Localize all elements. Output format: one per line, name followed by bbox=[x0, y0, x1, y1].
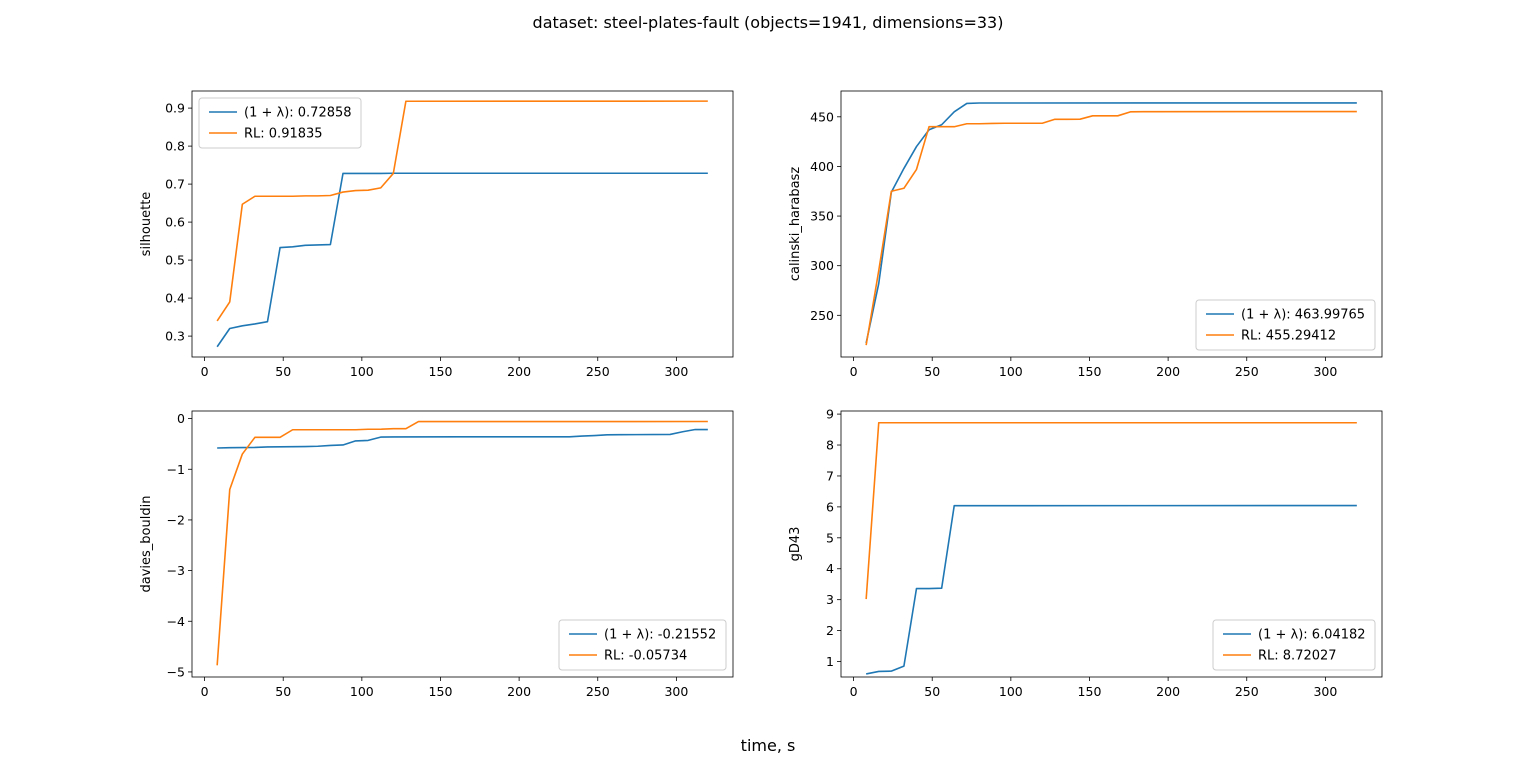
y-tick-label: 250 bbox=[810, 308, 834, 323]
y-tick-label: 0.7 bbox=[165, 177, 185, 192]
y-tick-label: 9 bbox=[826, 407, 834, 422]
y-tick-label: 0 bbox=[177, 411, 185, 426]
subplot-grid: 0 50 100 150 200 250 3000.30.40.50.60.70.80.9s… bbox=[139, 90, 1383, 699]
series-line-1 bbox=[216, 172, 708, 348]
legend-entry-2: RL: -0.05734 bbox=[604, 649, 687, 664]
x-tick-label: 150 bbox=[429, 364, 453, 379]
legend: (1 + λ): 0.72858 RL: 0.91835 bbox=[198, 97, 362, 149]
y-tick-label: 3 bbox=[826, 592, 834, 607]
legend: (1 + λ): 6.04182 RL: 8.72027 bbox=[1212, 619, 1376, 671]
y-tick-label: −3 bbox=[167, 563, 185, 578]
x-tick-label: 50 bbox=[275, 364, 291, 379]
legend-box bbox=[1195, 299, 1376, 351]
y-tick-label: 4 bbox=[826, 561, 834, 576]
legend-entry-1: (1 + λ): -0.21552 bbox=[604, 628, 716, 643]
x-tick-label: 200 bbox=[1156, 684, 1180, 699]
x-tick-label: 100 bbox=[350, 684, 374, 699]
y-axis-label: silhouette bbox=[139, 192, 154, 257]
subplot-4: 0 50 100 150 200 250 300 1 2 3 4 5 6 7 8 9 gD43 (1 + λ): … bbox=[788, 407, 1383, 699]
figure-x-axis-label: time, s bbox=[741, 736, 796, 755]
legend-entry-1: (1 + λ): 0.72858 bbox=[244, 106, 352, 121]
x-tick-label: 0 bbox=[201, 684, 209, 699]
x-tick-label: 300 bbox=[664, 684, 688, 699]
legend-box bbox=[558, 619, 727, 671]
subplot-2: 0 50 100 150 200 250 300 250 300 350 400 450 calinsk… bbox=[788, 90, 1383, 379]
x-tick-label: 250 bbox=[1235, 684, 1259, 699]
series-line-2 bbox=[865, 110, 1357, 346]
x-tick-label: 50 bbox=[275, 684, 291, 699]
y-axis-label: gD43 bbox=[788, 527, 803, 562]
axes-frame bbox=[840, 90, 1383, 358]
y-tick-label: 400 bbox=[810, 159, 834, 174]
y-tick-label: 8 bbox=[826, 438, 834, 453]
y-tick-label: 0.9 bbox=[165, 101, 185, 116]
x-tick-label: 300 bbox=[1313, 684, 1337, 699]
y-tick-label: −4 bbox=[167, 614, 185, 629]
x-tick-label: 0 bbox=[850, 684, 858, 699]
x-tick-label: 300 bbox=[1313, 364, 1337, 379]
legend-entry-2: RL: 0.91835 bbox=[244, 127, 323, 142]
x-tick-label: 150 bbox=[429, 684, 453, 699]
y-tick-label: 0.5 bbox=[165, 253, 185, 268]
y-tick-label: −1 bbox=[167, 462, 185, 477]
x-tick-label: 250 bbox=[586, 364, 610, 379]
x-tick-label: 150 bbox=[1078, 684, 1102, 699]
legend-entry-2: RL: 8.72027 bbox=[1258, 649, 1337, 664]
x-tick-label: 50 bbox=[924, 364, 940, 379]
y-tick-label: 1 bbox=[826, 654, 834, 669]
legend-box bbox=[198, 97, 362, 149]
subplot-1: 0 50 100 150 200 250 300 0.3 0.4 0.5 0.6 0.7 0.8 0.9 s… bbox=[139, 90, 734, 379]
y-tick-label: 0.3 bbox=[165, 329, 185, 344]
y-tick-label: −5 bbox=[167, 664, 185, 679]
axes-frame bbox=[840, 410, 1383, 678]
y-tick-label: 2 bbox=[826, 623, 834, 638]
x-tick-label: 150 bbox=[1078, 364, 1102, 379]
axes-frame bbox=[191, 410, 734, 678]
x-tick-label: 300 bbox=[664, 364, 688, 379]
axes-frame bbox=[191, 90, 734, 358]
x-tick-label: 200 bbox=[507, 364, 531, 379]
y-axis-label: davies_bouldin bbox=[139, 496, 154, 593]
series-line-2 bbox=[865, 421, 1357, 600]
legend: (1 + λ): 463.99765 RL: 455.29412 bbox=[1195, 299, 1376, 351]
figure-title: dataset: steel-plates-fault (objects=194… bbox=[533, 13, 1004, 32]
y-tick-label: 450 bbox=[810, 109, 834, 124]
y-tick-label: 0.6 bbox=[165, 215, 185, 230]
y-tick-label: −2 bbox=[167, 512, 185, 527]
x-tick-label: 50 bbox=[924, 684, 940, 699]
x-tick-label: 100 bbox=[350, 364, 374, 379]
legend-entry-1: (1 + λ): 463.99765 bbox=[1241, 308, 1365, 323]
subplot-3: 0 50 100 150 200 250 300 −5 −4 −3 −2 −1 0 davies_boul… bbox=[139, 410, 734, 699]
legend: (1 + λ): -0.21552 RL: -0.05734 bbox=[558, 619, 727, 671]
x-tick-label: 0 bbox=[201, 364, 209, 379]
y-tick-label: 7 bbox=[826, 468, 834, 483]
x-tick-label: 100 bbox=[999, 684, 1023, 699]
legend-entry-1: (1 + λ): 6.04182 bbox=[1258, 628, 1366, 643]
y-tick-label: 5 bbox=[826, 530, 834, 545]
x-tick-label: 200 bbox=[507, 684, 531, 699]
x-tick-label: 100 bbox=[999, 364, 1023, 379]
x-tick-label: 200 bbox=[1156, 364, 1180, 379]
x-tick-label: 0 bbox=[850, 364, 858, 379]
y-axis-label: calinski_harabasz bbox=[788, 167, 803, 281]
legend-box bbox=[1212, 619, 1376, 671]
series-line-2 bbox=[216, 100, 708, 322]
series-line-1 bbox=[217, 428, 708, 449]
y-tick-label: 0.8 bbox=[165, 139, 185, 154]
x-tick-label: 250 bbox=[1235, 364, 1259, 379]
legend-entry-2: RL: 455.29412 bbox=[1241, 329, 1336, 344]
y-tick-label: 350 bbox=[810, 209, 834, 224]
series-line-1 bbox=[866, 504, 1357, 675]
y-tick-label: 0.4 bbox=[165, 291, 185, 306]
series-line-2 bbox=[216, 420, 708, 666]
y-tick-label: 6 bbox=[826, 499, 834, 514]
x-tick-label: 250 bbox=[586, 684, 610, 699]
y-tick-label: 300 bbox=[810, 258, 834, 273]
